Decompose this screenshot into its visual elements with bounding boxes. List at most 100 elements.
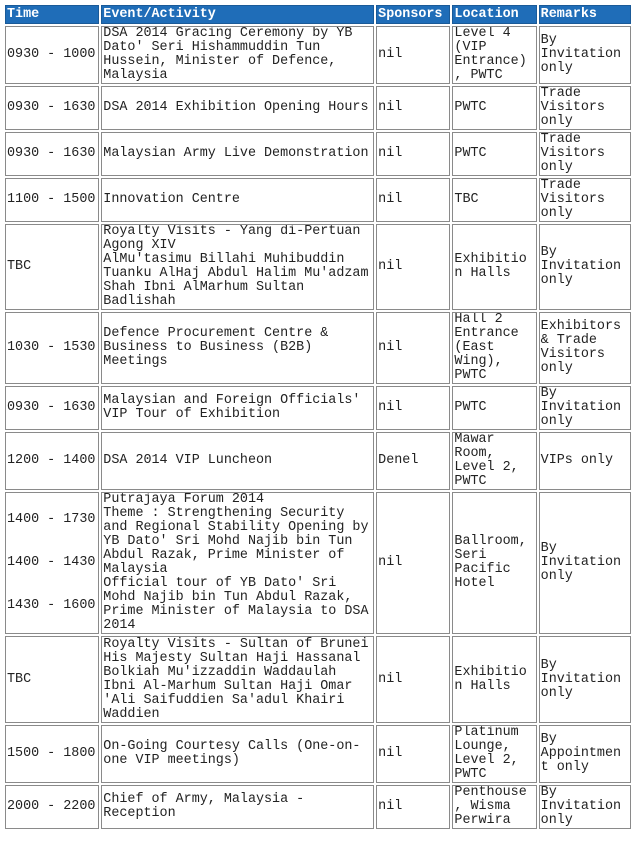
cell-text: nil [378,746,403,761]
cell-content: Putrajaya Forum 2014 Theme : Strengthenin… [103,493,372,633]
cell-content: By Invitation only [541,34,629,76]
header-cell: Event/Activity [101,5,375,24]
cell-text: By Invitation only [540,386,622,429]
time-cell: 0930 - 1630 [5,86,100,130]
cell-content: Platinum Lounge, Level 2, PWTC [454,726,534,782]
cell-content: By Invitation only [541,542,629,584]
schedule-table: Time Event/Activity Sponsors Location Remark… [3,3,633,831]
cell-content: Chief of Army, Malaysia - Reception [103,793,372,821]
cell-content: PWTC [454,401,534,415]
cell-content: On-Going Courtesy Calls (One-on-one VIP … [103,740,372,768]
location-cell: Platinum Lounge, Level 2, PWTC [452,725,537,783]
cell-content: Royalty Visits - Yang di-Pertuan Agong X… [103,225,372,309]
time-cell: 0930 - 1630 [5,386,100,430]
remarks-cell: VIPs only [538,432,631,490]
cell-content: PWTC [454,101,534,115]
sponsor-cell: nil [376,178,451,222]
cell-content: 0930 - 1000 [7,48,97,62]
cell-content: 2000 - 2200 [7,800,97,814]
time-cell: 1400 - 1730 1400 - 1430 1430 - 1600 [5,492,100,634]
location-cell: Ballroom, Seri Pacific Hotel [452,492,537,634]
table-row: 1400 - 1730 1400 - 1430 1430 - 1600 Putraja… [5,492,631,634]
cell-content: nil [378,341,448,355]
header-row: Time Event/Activity Sponsors Location Remark… [5,5,631,24]
header-cell: Location [452,5,537,24]
cell-content: Mawar Room, Level 2, PWTC [454,433,534,489]
header-cell: Remarks [538,5,631,24]
cell-text: 2000 - 2200 [7,799,96,814]
location-cell: Hall 2 Entrance (East Wing), PWTC [452,312,537,384]
table-row: 1200 - 1400 DSA 2014 VIP Luncheon Denel Maw… [5,432,631,490]
cell-text: PWTC [454,400,487,415]
cell-content: Exhibitors & Trade Visitors only [541,320,629,376]
cell-text: PWTC [454,146,487,161]
table-body: 0930 - 1000 DSA 2014 Gracing Ceremony by … [5,26,631,829]
sponsor-cell: nil [376,224,451,310]
cell-text: Royalty Visits - Yang di-Pertuan Agong X… [103,224,361,253]
remarks-cell: By Invitation only [538,224,631,310]
location-cell: Exhibition Halls [452,636,537,723]
cell-text: Trade Visitors only [540,86,605,129]
table-row: 1100 - 1500 Innovation Centre nil TBC Trade … [5,178,631,222]
cell-text: Trade Visitors only [540,178,605,221]
cell-text: nil [378,192,403,207]
cell-content: TBC [7,260,97,274]
event-cell: Malaysian and Foreign Officials' VIP Tou… [101,386,375,430]
cell-content: Innovation Centre [103,193,372,207]
cell-content: Hall 2 Entrance (East Wing), PWTC [454,313,534,383]
remarks-cell: By Invitation only [538,386,631,430]
cell-text: 0930 - 1000 [7,47,96,62]
table-row: 1030 - 1530 Defence Procurement Centre & … [5,312,631,384]
cell-content: DSA 2014 Gracing Ceremony by YB Dato' Se… [103,27,372,83]
remarks-cell: By Invitation only [538,26,631,84]
cell-content: Royalty Visits - Sultan of Brunei His Ma… [103,637,372,722]
cell-content: Malaysian Army Live Demonstration [103,147,372,161]
cell-content: nil [378,147,448,161]
remarks-cell: By Invitation only [538,785,631,829]
cell-content: 0930 - 1630 [7,147,97,161]
cell-text: Putrajaya Forum 2014 [103,492,265,507]
cell-text: 1030 - 1530 [7,340,96,355]
cell-text: Theme : Strengthening Security and Regio… [103,506,369,577]
event-cell: DSA 2014 Exhibition Opening Hours [101,86,375,130]
event-cell: On-Going Courtesy Calls (One-on-one VIP … [101,725,375,783]
event-cell: DSA 2014 VIP Luncheon [101,432,375,490]
cell-text: nil [378,400,403,415]
event-cell: Innovation Centre [101,178,375,222]
cell-content: nil [378,800,448,814]
event-cell: Royalty Visits - Yang di-Pertuan Agong X… [101,224,375,310]
cell-content: TBC [7,672,97,687]
cell-text: nil [378,146,403,161]
time-cell: 2000 - 2200 [5,785,100,829]
cell-text: Exhibition Halls [454,252,527,281]
cell-content: nil [378,556,448,570]
cell-text: nil [378,555,403,570]
cell-text: nil [378,340,403,355]
sponsor-cell: nil [376,386,451,430]
sponsor-cell: nil [376,636,451,723]
location-cell: Penthouse, Wisma Perwira [452,785,537,829]
cell-content: Level 4 (VIP Entrance), PWTC [454,27,534,83]
cell-text: nil [378,47,403,62]
cell-text: Denel [378,453,419,468]
cell-text: By Appointment only [540,732,622,775]
sponsor-cell: nil [376,26,451,84]
cell-content: Defence Procurement Centre & Business to… [103,327,372,369]
table-row: 1500 - 1800 On-Going Courtesy Calls (One-… [5,725,631,783]
remarks-cell: Trade Visitors only [538,178,631,222]
cell-text: PWTC [454,100,487,115]
time-cell: 1030 - 1530 [5,312,100,384]
cell-text: Malaysian Army Live Demonstration [103,146,369,161]
cell-content: By Invitation only [541,387,629,429]
remarks-cell: By Invitation only [538,492,631,634]
event-cell: DSA 2014 Gracing Ceremony by YB Dato' Se… [101,26,375,84]
location-cell: PWTC [452,132,537,176]
cell-text: DSA 2014 Gracing Ceremony by YB Dato' Se… [103,26,353,83]
cell-text: nil [378,671,403,687]
remarks-cell: Trade Visitors only [538,132,631,176]
cell-content: nil [378,48,448,62]
cell-content: Trade Visitors only [541,179,629,221]
cell-text: nil [378,799,403,814]
cell-content: Penthouse, Wisma Perwira [454,786,534,828]
sponsor-cell: nil [376,86,451,130]
